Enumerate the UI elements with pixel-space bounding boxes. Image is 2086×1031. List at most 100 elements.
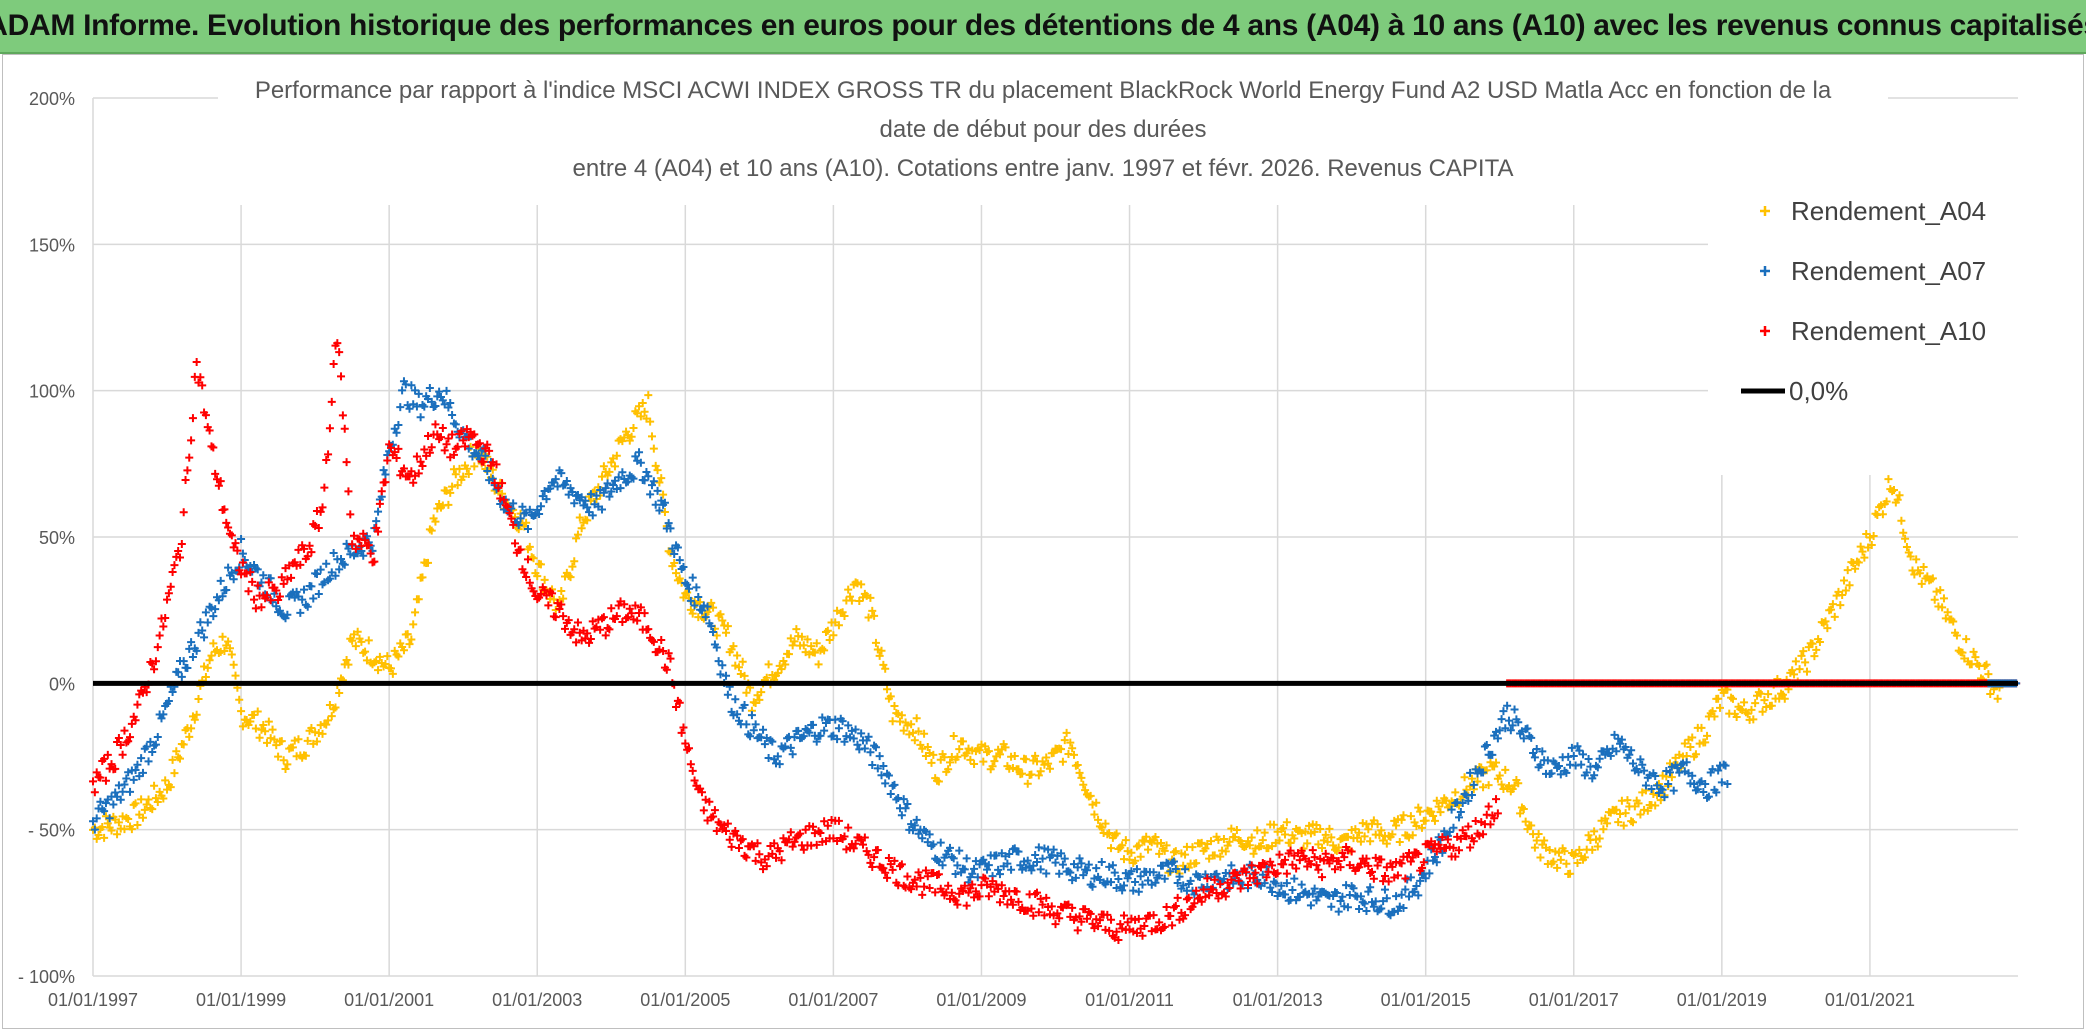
data-point [918, 834, 927, 843]
data-point [1343, 832, 1352, 841]
data-point [1247, 861, 1256, 870]
data-point [438, 424, 447, 433]
data-point [172, 747, 181, 756]
data-point [1232, 871, 1241, 880]
data-point [296, 608, 305, 617]
data-point [1221, 892, 1230, 901]
data-point [945, 843, 954, 852]
data-point [1392, 821, 1401, 830]
data-point [583, 516, 592, 525]
data-point [1543, 756, 1552, 765]
data-point [1242, 868, 1251, 877]
data-point [1680, 739, 1689, 748]
data-point [1479, 783, 1488, 792]
data-point [1216, 880, 1225, 889]
data-point [940, 753, 949, 762]
data-point [1077, 773, 1086, 782]
data-point [616, 484, 625, 493]
data-point [629, 615, 638, 624]
data-point [1268, 887, 1277, 896]
data-point [1297, 846, 1306, 855]
data-point [749, 726, 758, 735]
data-point [1132, 865, 1141, 874]
data-point [1027, 770, 1036, 779]
data-point [560, 624, 569, 633]
data-point [1160, 874, 1169, 883]
data-point [897, 811, 906, 820]
data-point [907, 720, 916, 729]
data-point [516, 545, 525, 554]
data-point [137, 795, 146, 804]
data-point [1266, 883, 1275, 892]
data-point [1118, 886, 1127, 895]
data-point [1160, 922, 1169, 931]
data-point [742, 853, 751, 862]
data-point [1699, 787, 1708, 796]
data-point [562, 477, 571, 486]
data-point [1356, 837, 1365, 846]
data-point [305, 541, 314, 550]
data-point [381, 659, 390, 668]
data-point [1195, 872, 1204, 881]
x-tick-label: 01/01/2003 [492, 990, 582, 1010]
data-point [1336, 897, 1345, 906]
data-point [1401, 885, 1410, 894]
data-point [723, 690, 732, 699]
data-point [1838, 590, 1847, 599]
data-point [1484, 781, 1493, 790]
data-point [1153, 925, 1162, 934]
data-point [1103, 910, 1112, 919]
data-point [257, 603, 266, 612]
data-point [729, 711, 738, 720]
data-point [1636, 755, 1645, 764]
data-point [375, 499, 384, 508]
data-point [1449, 843, 1458, 852]
data-point [1281, 855, 1290, 864]
data-point [409, 478, 418, 487]
data-point [398, 386, 407, 395]
data-point [1136, 872, 1145, 881]
data-point [1521, 817, 1530, 826]
data-point [694, 593, 703, 602]
data-point [1399, 904, 1408, 913]
data-point [122, 774, 131, 783]
data-point [387, 443, 396, 452]
data-point [188, 652, 197, 661]
data-point [1129, 927, 1138, 936]
data-point [553, 599, 562, 608]
y-tick-label: 150% [29, 235, 75, 255]
data-point [214, 596, 223, 605]
data-point [740, 671, 749, 680]
data-point [1012, 887, 1021, 896]
data-point [294, 735, 303, 744]
data-point [792, 625, 801, 634]
data-point [551, 613, 560, 622]
data-point [1414, 803, 1423, 812]
data-point [1144, 845, 1153, 854]
data-point [1168, 921, 1177, 930]
data-point [662, 665, 671, 674]
data-point [253, 707, 262, 716]
data-point [90, 825, 99, 834]
data-point [1279, 860, 1288, 869]
data-point [1260, 828, 1269, 837]
data-point [820, 646, 829, 655]
data-point [1036, 767, 1045, 776]
data-point [1662, 766, 1671, 775]
data-point [1854, 558, 1863, 567]
data-point [707, 622, 716, 631]
data-point [1051, 858, 1060, 867]
data-point [647, 432, 656, 441]
data-point [1253, 879, 1262, 888]
data-point [1225, 883, 1234, 892]
data-point [420, 445, 429, 454]
data-point [1308, 889, 1317, 898]
data-point [388, 669, 397, 678]
data-point [842, 845, 851, 854]
data-point [825, 635, 834, 644]
data-point [990, 757, 999, 766]
data-point [1432, 858, 1441, 867]
data-point [1332, 888, 1341, 897]
data-point [1388, 862, 1397, 871]
data-point [1529, 748, 1538, 757]
